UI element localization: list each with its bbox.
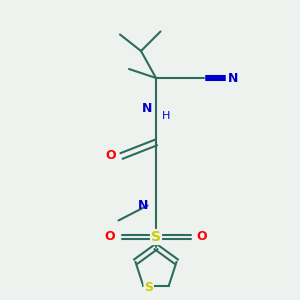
Text: N: N [142,102,152,116]
Text: S: S [151,230,161,244]
Text: O: O [106,149,116,162]
Text: N: N [227,71,238,85]
Text: S: S [144,281,153,294]
Text: N: N [138,199,148,212]
Text: H: H [161,110,170,121]
Text: O: O [196,230,207,244]
Text: O: O [105,230,116,244]
